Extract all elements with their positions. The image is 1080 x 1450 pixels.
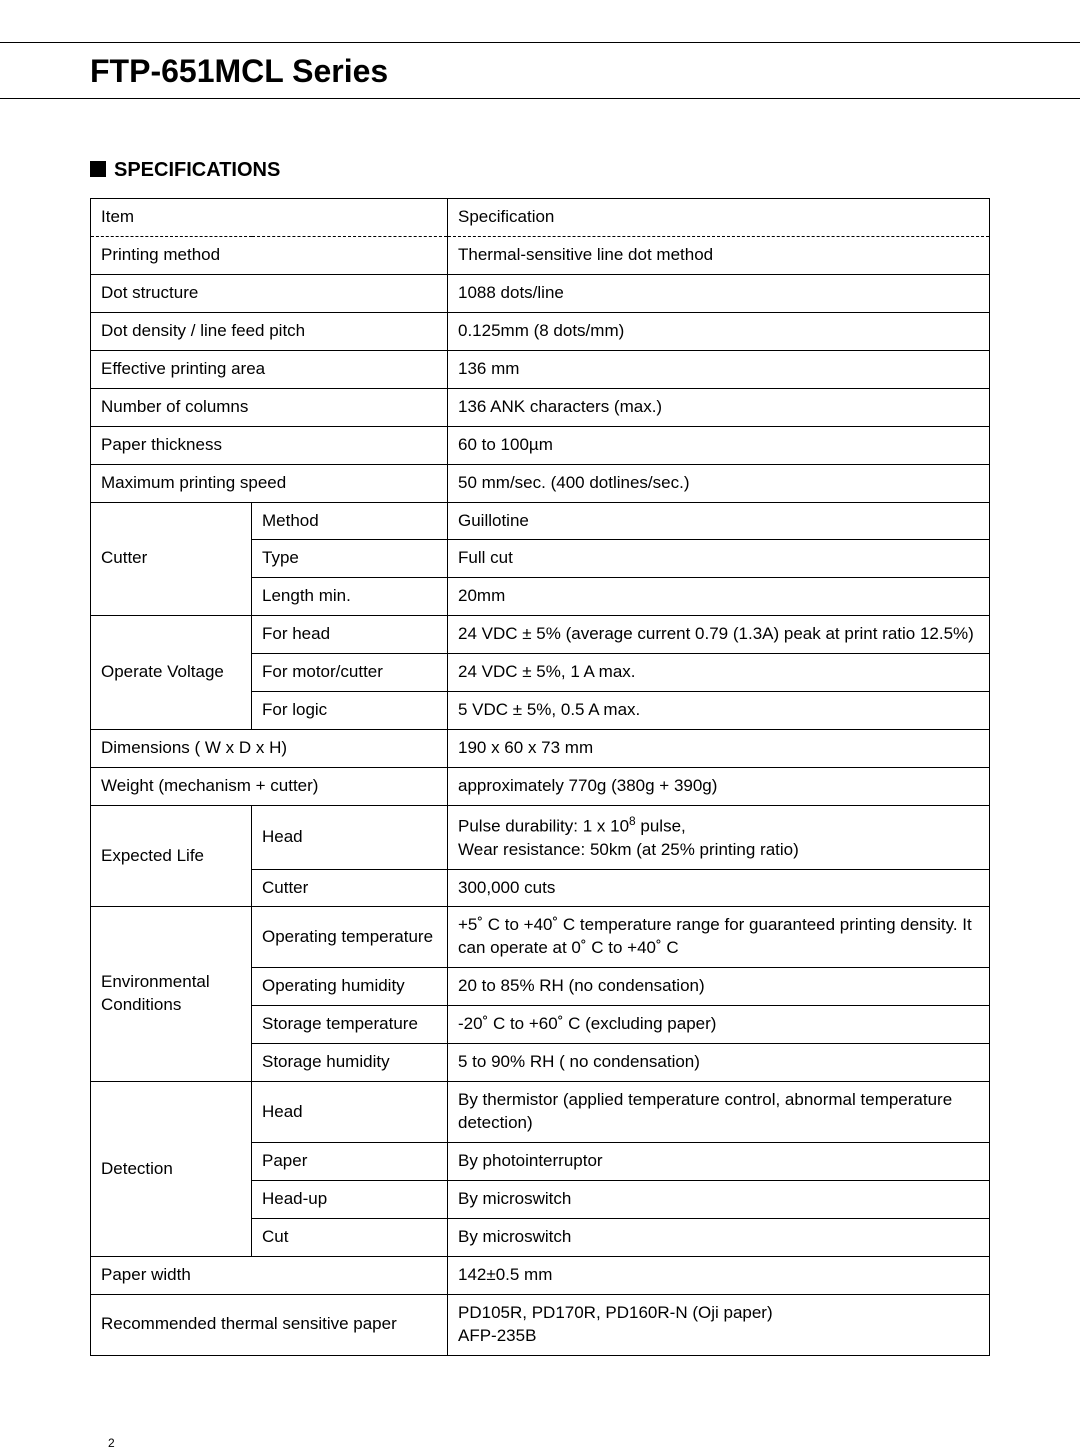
- cell-group-label: Cutter: [91, 502, 252, 616]
- cell-group-label: Detection: [91, 1082, 252, 1257]
- cell-value: 1088 dots/line: [448, 274, 990, 312]
- table-row: Printing method Thermal-sensitive line d…: [91, 236, 990, 274]
- cell-value: Thermal-sensitive line dot method: [448, 236, 990, 274]
- cell-sub-label: Storage humidity: [252, 1044, 448, 1082]
- cell-value: 190 x 60 x 73 mm: [448, 730, 990, 768]
- cell-label: Number of columns: [91, 388, 448, 426]
- cell-label: Dot structure: [91, 274, 448, 312]
- cell-value: 5 to 90% RH ( no condensation): [448, 1044, 990, 1082]
- cell-label: Weight (mechanism + cutter): [91, 768, 448, 806]
- cell-value: 50 mm/sec. (400 dotlines/sec.): [448, 464, 990, 502]
- cell-value: By microswitch: [448, 1180, 990, 1218]
- cell-spec-label: Specification: [448, 199, 990, 237]
- cell-sub-label: Paper: [252, 1143, 448, 1181]
- cell-sub-label: Length min.: [252, 578, 448, 616]
- cell-value: 136 mm: [448, 350, 990, 388]
- expected-head-line2: Wear resistance: 50km (at 25% printing r…: [458, 840, 799, 859]
- cell-group-label: Expected Life: [91, 806, 252, 907]
- cell-value: By microswitch: [448, 1218, 990, 1256]
- content: SPECIFICATIONS Item Specification Printi…: [0, 99, 1080, 1396]
- table-row: Dot density / line feed pitch 0.125mm (8…: [91, 312, 990, 350]
- table-row: Paper width 142±0.5 mm: [91, 1256, 990, 1294]
- cell-value: 20 to 85% RH (no condensation): [448, 968, 990, 1006]
- cell-value: 60 to 100µm: [448, 426, 990, 464]
- table-row: Detection Head By thermistor (applied te…: [91, 1082, 990, 1143]
- page-number: 2: [0, 1396, 1080, 1450]
- table-row: Effective printing area 136 mm: [91, 350, 990, 388]
- table-row: Dimensions ( W x D x H) 190 x 60 x 73 mm: [91, 730, 990, 768]
- cell-group-label: Environmental Conditions: [91, 907, 252, 1082]
- cell-value: Guillotine: [448, 502, 990, 540]
- table-row: Operate Voltage For head 24 VDC ± 5% (av…: [91, 616, 990, 654]
- cell-value: 136 ANK characters (max.): [448, 388, 990, 426]
- cell-label: Dot density / line feed pitch: [91, 312, 448, 350]
- cell-sub-label: Cut: [252, 1218, 448, 1256]
- cell-value: 24 VDC ± 5%, 1 A max.: [448, 654, 990, 692]
- cell-value: -20˚ C to +60˚ C (excluding paper): [448, 1006, 990, 1044]
- cell-value: 0.125mm (8 dots/mm): [448, 312, 990, 350]
- cell-value: By photointerruptor: [448, 1143, 990, 1181]
- table-row: Weight (mechanism + cutter) approximatel…: [91, 768, 990, 806]
- table-row: Maximum printing speed 50 mm/sec. (400 d…: [91, 464, 990, 502]
- cell-sub-label: For head: [252, 616, 448, 654]
- cell-sub-label: Cutter: [252, 869, 448, 907]
- table-row: Cutter Method Guillotine: [91, 502, 990, 540]
- cell-label: Dimensions ( W x D x H): [91, 730, 448, 768]
- page: FTP-651MCL Series SPECIFICATIONS Item Sp…: [0, 42, 1080, 1450]
- cell-label: Paper thickness: [91, 426, 448, 464]
- cell-value: 24 VDC ± 5% (average current 0.79 (1.3A)…: [448, 616, 990, 654]
- title-block: FTP-651MCL Series: [0, 43, 1080, 98]
- section-heading-text: SPECIFICATIONS: [114, 159, 280, 181]
- table-row: Paper thickness 60 to 100µm: [91, 426, 990, 464]
- cell-value: +5˚ C to +40˚ C temperature range for gu…: [448, 907, 990, 968]
- table-row: Dot structure 1088 dots/line: [91, 274, 990, 312]
- cell-sub-label: For motor/cutter: [252, 654, 448, 692]
- cell-value: 300,000 cuts: [448, 869, 990, 907]
- cell-value: PD105R, PD170R, PD160R-N (Oji paper) AFP…: [448, 1294, 990, 1355]
- cell-sub-label: Operating humidity: [252, 968, 448, 1006]
- table-row: Number of columns 136 ANK characters (ma…: [91, 388, 990, 426]
- spec-table: Item Specification Printing method Therm…: [90, 198, 990, 1356]
- cell-sub-label: For logic: [252, 692, 448, 730]
- square-bullet-icon: [90, 161, 106, 177]
- cell-label: Maximum printing speed: [91, 464, 448, 502]
- cell-sub-label: Storage temperature: [252, 1006, 448, 1044]
- page-title: FTP-651MCL Series: [90, 53, 388, 89]
- table-row: Item Specification: [91, 199, 990, 237]
- cell-item-label: Item: [91, 199, 448, 237]
- cell-label: Recommended thermal sensitive paper: [91, 1294, 448, 1355]
- cell-label: Paper width: [91, 1256, 448, 1294]
- cell-value: Full cut: [448, 540, 990, 578]
- cell-sub-label: Type: [252, 540, 448, 578]
- cell-sub-label: Operating temperature: [252, 907, 448, 968]
- cell-sub-label: Head: [252, 806, 448, 870]
- cell-sub-label: Method: [252, 502, 448, 540]
- cell-label: Printing method: [91, 236, 448, 274]
- cell-value: 20mm: [448, 578, 990, 616]
- table-row: Environmental Conditions Operating tempe…: [91, 907, 990, 968]
- cell-sub-label: Head: [252, 1082, 448, 1143]
- cell-value: approximately 770g (380g + 390g): [448, 768, 990, 806]
- table-row: Recommended thermal sensitive paper PD10…: [91, 1294, 990, 1355]
- table-row: Expected Life Head Pulse durability: 1 x…: [91, 806, 990, 870]
- cell-value: Pulse durability: 1 x 108 pulse,Wear res…: [448, 806, 990, 870]
- cell-value: 142±0.5 mm: [448, 1256, 990, 1294]
- cell-value: 5 VDC ± 5%, 0.5 A max.: [448, 692, 990, 730]
- cell-label: Effective printing area: [91, 350, 448, 388]
- cell-sub-label: Head-up: [252, 1180, 448, 1218]
- cell-group-label: Operate Voltage: [91, 616, 252, 730]
- cell-value: By thermistor (applied temperature contr…: [448, 1082, 990, 1143]
- section-heading: SPECIFICATIONS: [90, 159, 990, 182]
